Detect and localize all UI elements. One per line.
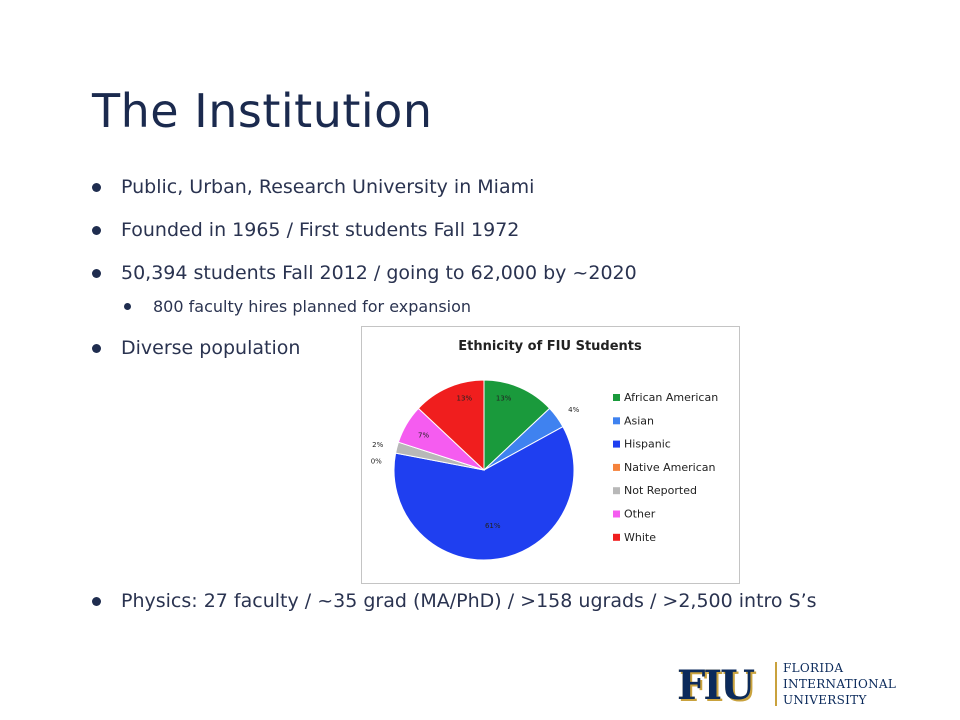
logo-divider xyxy=(775,662,777,706)
legend-label-native-american: Native American xyxy=(624,461,715,474)
slice-label-native-american: 0% xyxy=(371,458,382,466)
pie-slice-white xyxy=(417,379,485,472)
bullet-dot-icon xyxy=(92,183,101,192)
legend-swatch-hispanic xyxy=(613,440,620,448)
bullet-dot-icon xyxy=(92,597,101,606)
legend-label-african-american: African American xyxy=(624,391,718,404)
bullet-text: 50,394 students Fall 2012 / going to 62,… xyxy=(121,262,637,284)
legend-swatch-native-american xyxy=(613,463,620,471)
fiu-logo-mark: FIU xyxy=(677,662,755,709)
bullet-text: Public, Urban, Research University in Mi… xyxy=(121,176,535,198)
slice-label-hispanic: 61% xyxy=(485,522,501,530)
legend-label-not-reported: Not Reported xyxy=(624,484,697,497)
bullet-text: Diverse population xyxy=(121,337,301,359)
pie-slice-hispanic xyxy=(393,425,575,561)
bullet-text: Founded in 1965 / First students Fall 19… xyxy=(121,219,520,241)
legend-swatch-other xyxy=(613,510,620,518)
slice-label-asian: 4% xyxy=(568,406,579,414)
slice-label-not-reported: 2% xyxy=(372,441,383,449)
legend-swatch-not-reported xyxy=(613,487,620,495)
bullet-dot-icon xyxy=(124,303,131,310)
logo-line-1: FLORIDA xyxy=(783,661,844,675)
logo-line-3: UNIVERSITY xyxy=(783,693,867,707)
legend-swatch-african-american xyxy=(613,394,620,401)
bullet-dot-icon xyxy=(92,226,101,235)
legend-label-asian: Asian xyxy=(624,414,654,427)
legend-label-other: Other xyxy=(624,508,656,521)
fiu-logo: FIU FLORIDA INTERNATIONAL UNIVERSITY xyxy=(677,658,937,709)
logo-line-2: INTERNATIONAL xyxy=(783,677,897,691)
ethnicity-chart: Ethnicity of FIU Students 13% 4% 61% 0% 2% 7%… xyxy=(361,326,740,584)
legend-swatch-white xyxy=(613,533,620,541)
legend-label-hispanic: Hispanic xyxy=(624,438,671,451)
logo-wordmark: FLORIDA INTERNATIONAL UNIVERSITY xyxy=(783,660,896,708)
legend-label-white: White xyxy=(624,531,656,544)
slice-label-other: 7% xyxy=(418,431,429,439)
bullet-text: Physics: 27 faculty / ~35 grad (MA/PhD) … xyxy=(121,590,817,612)
page-title: The Institution xyxy=(92,84,433,138)
bullet-text: 800 faculty hires planned for expansion xyxy=(153,297,472,316)
slice-label-white: 13% xyxy=(457,394,473,402)
pie-chart-svg: Ethnicity of FIU Students 13% 4% 61% 0% 2% 7%… xyxy=(371,339,718,561)
bullet-dot-icon xyxy=(92,344,101,353)
slice-label-african-american: 13% xyxy=(496,394,512,402)
bullet-dot-icon xyxy=(92,269,101,278)
pie-slice-african-american xyxy=(483,379,551,472)
chart-title: Ethnicity of FIU Students xyxy=(458,339,642,354)
legend-swatch-asian xyxy=(613,417,620,425)
